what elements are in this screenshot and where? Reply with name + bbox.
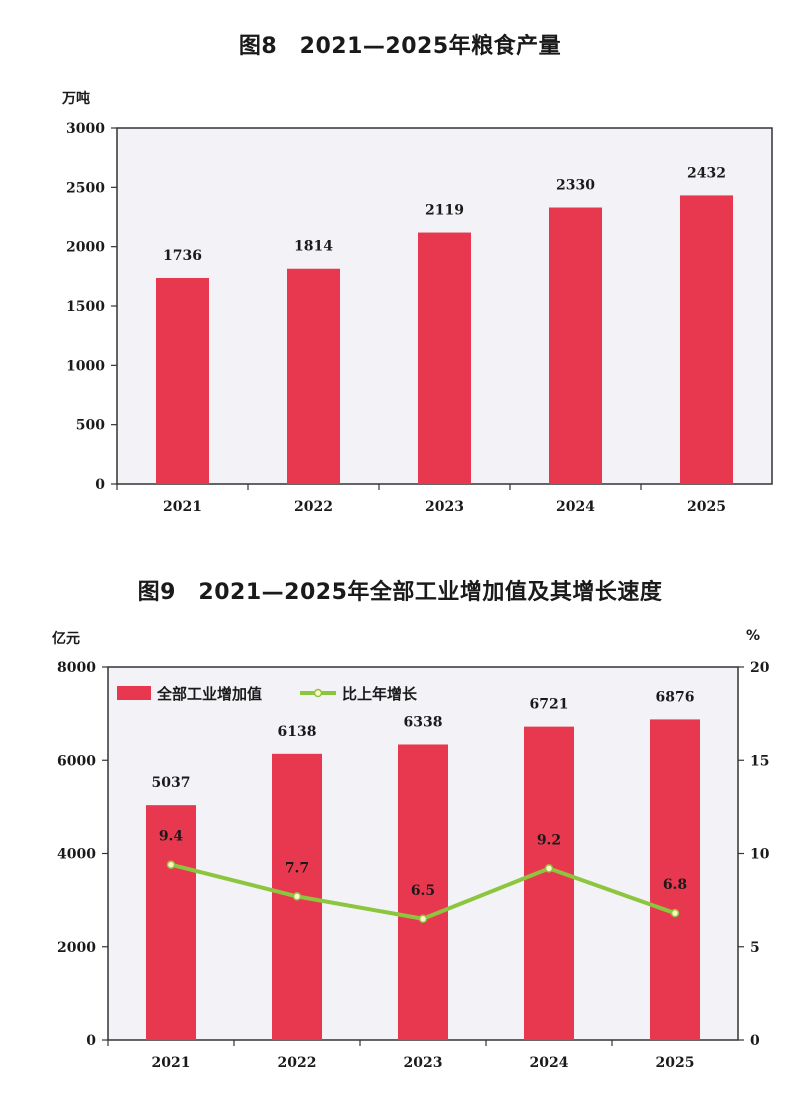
chart2-title: 图9 2021—2025年全部工业增加值及其增长速度 bbox=[137, 580, 663, 605]
chart2-legend-bar-swatch bbox=[117, 686, 151, 700]
chart1-x-tick-label: 2024 bbox=[556, 499, 595, 515]
chart1-bar-value-label: 2330 bbox=[556, 178, 595, 194]
chart2-y2-tick-label: 5 bbox=[750, 940, 760, 956]
chart2-bar bbox=[398, 744, 448, 1040]
chart1-y-tick-label: 2500 bbox=[66, 180, 105, 196]
chart1-grain-output: 0 500 1000 1500 2000 2500 3000 1736 2021 1814 2022… bbox=[66, 121, 773, 515]
chart2-y2-tick-label: 10 bbox=[750, 847, 770, 863]
chart2-y-tick-label: 8000 bbox=[57, 660, 96, 676]
chart1-bar-value-label: 1814 bbox=[294, 239, 333, 255]
chart2-bar bbox=[146, 805, 196, 1040]
chart2-y-tick-label: 0 bbox=[86, 1033, 96, 1049]
chart2-bar bbox=[650, 719, 700, 1040]
chart1-y-tick-label: 1500 bbox=[66, 299, 105, 315]
chart1-title: 图8 2021—2025年粮食产量 bbox=[238, 34, 562, 59]
chart2-growth-point bbox=[418, 914, 428, 924]
chart2-growth-point bbox=[166, 860, 176, 869]
chart1-y-tick-label: 1000 bbox=[66, 358, 105, 374]
chart1-bar bbox=[680, 195, 733, 485]
chart1-y-tick-label: 2000 bbox=[66, 240, 105, 256]
chart2-bar-value-label: 6876 bbox=[656, 689, 695, 705]
chart1-bar-value-label: 2432 bbox=[687, 165, 726, 181]
chart2-y2-tick-label: 15 bbox=[750, 753, 769, 769]
chart1-y-unit: 万吨 bbox=[62, 91, 90, 107]
chart2-growth-point bbox=[670, 908, 680, 918]
chart2-x-tick-label: 2022 bbox=[278, 1055, 317, 1071]
chart2-growth-point bbox=[292, 892, 302, 901]
chart2-bar-value-label: 6721 bbox=[530, 697, 569, 713]
chart2-bar-value-label: 6338 bbox=[404, 714, 443, 730]
chart2-x-tick-label: 2021 bbox=[152, 1055, 191, 1071]
chart2-growth-value-label: 7.7 bbox=[285, 860, 309, 876]
chart1-y-tick-label: 3000 bbox=[66, 121, 105, 137]
chart1-x-tick-label: 2025 bbox=[687, 499, 726, 515]
chart2-growth-value-label: 9.4 bbox=[159, 829, 184, 845]
chart2-y-unit-right: % bbox=[746, 628, 761, 644]
chart2-x-tick-label: 2023 bbox=[404, 1055, 443, 1071]
chart2-y-tick-label: 2000 bbox=[57, 940, 96, 956]
chart2-bar-value-label: 5037 bbox=[152, 775, 191, 791]
chart2-legend-line-label: 比上年增长 bbox=[342, 685, 418, 703]
chart2-legend-bar-label: 全部工业增加值 bbox=[156, 685, 262, 703]
chart1-x-tick-label: 2023 bbox=[425, 499, 464, 515]
chart2-growth-value-label: 6.5 bbox=[411, 883, 435, 899]
chart2-x-tick-label: 2025 bbox=[656, 1055, 695, 1071]
chart2-bar bbox=[524, 726, 574, 1040]
chart2-y-tick-label: 6000 bbox=[57, 753, 96, 769]
chart1-bar bbox=[287, 268, 340, 484]
chart2-y-tick-label: 4000 bbox=[57, 847, 96, 863]
chart2-legend-line-marker bbox=[313, 688, 323, 698]
chart2-y2-tick-label: 20 bbox=[750, 660, 770, 676]
chart1-y-tick-label: 500 bbox=[76, 418, 105, 434]
chart1-bar-value-label: 2119 bbox=[425, 203, 464, 219]
chart1-y-tick-label: 0 bbox=[95, 477, 105, 493]
chart2-bar-value-label: 6138 bbox=[278, 724, 317, 740]
chart2-y2-tick-label: 0 bbox=[750, 1033, 760, 1049]
chart1-x-tick-label: 2022 bbox=[294, 499, 333, 515]
chart1-bar bbox=[418, 232, 471, 484]
chart2-x-tick-label: 2024 bbox=[530, 1055, 569, 1071]
chart2-growth-point bbox=[544, 864, 554, 873]
chart1-x-tick-label: 2021 bbox=[163, 499, 202, 515]
chart1-bar bbox=[156, 277, 209, 484]
chart2-y-unit-left: 亿元 bbox=[52, 631, 80, 647]
chart1-bar bbox=[549, 207, 602, 485]
chart2-growth-value-label: 9.2 bbox=[537, 832, 561, 848]
chart1-bar-value-label: 1736 bbox=[163, 248, 202, 264]
chart2-growth-value-label: 6.8 bbox=[663, 877, 687, 893]
